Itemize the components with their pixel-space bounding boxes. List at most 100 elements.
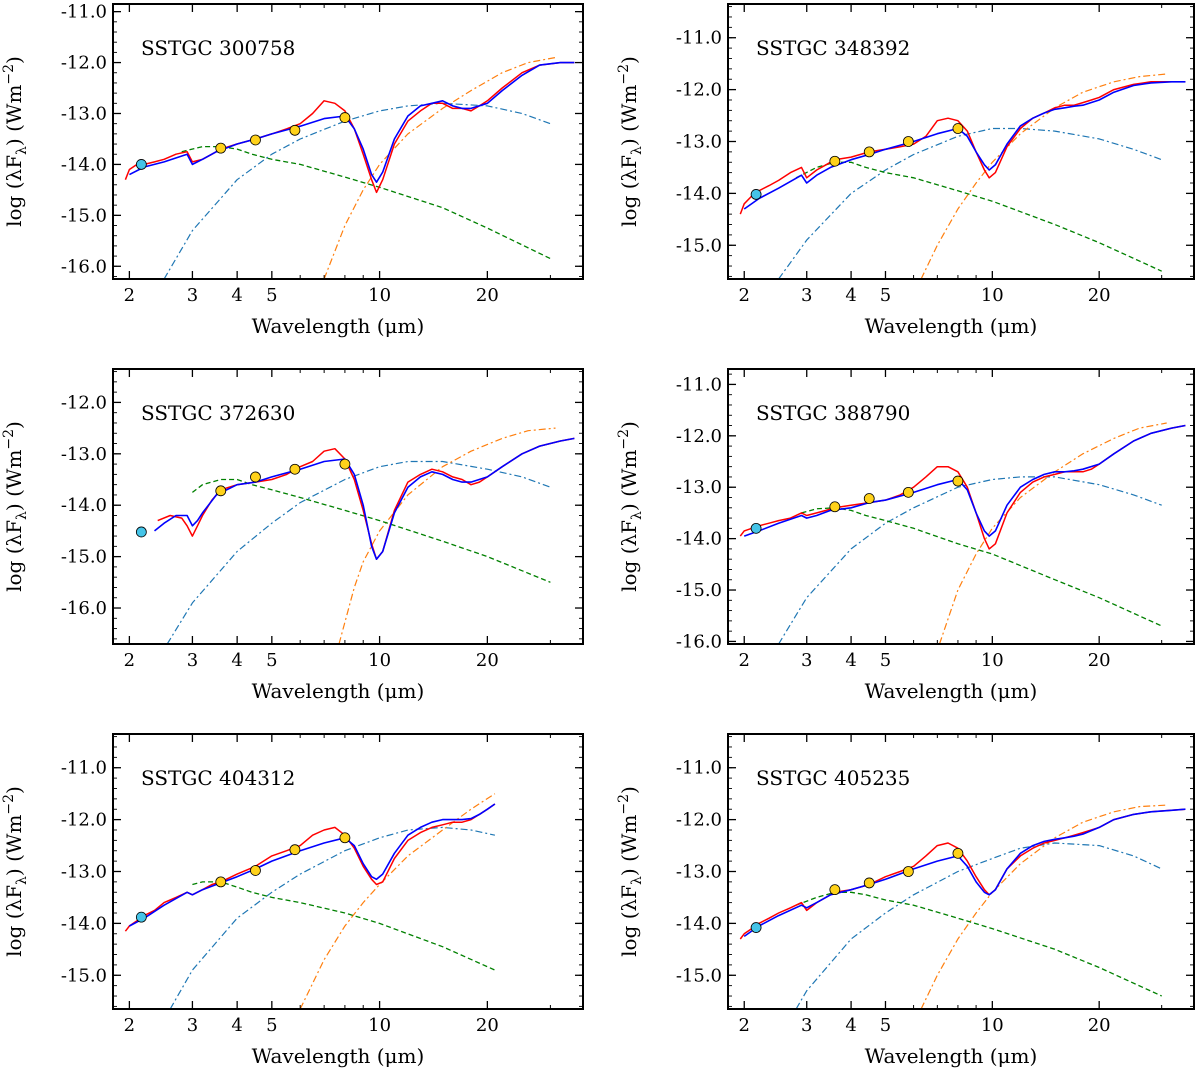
irac-photometry-point — [952, 123, 964, 134]
warm-series-line — [163, 102, 551, 279]
x-tick-label: 20 — [476, 650, 499, 671]
irac-photometry-point — [250, 865, 261, 876]
irac-photometry-point — [829, 155, 841, 167]
panel-title: SSTGC 405235 — [756, 766, 910, 790]
model-series-line — [743, 808, 1186, 938]
x-tick-label: 3 — [187, 1015, 198, 1036]
y-tick-label: -12.0 — [676, 80, 722, 101]
stellar-series-line — [192, 881, 496, 971]
near-ir-photometry-point — [750, 922, 762, 933]
near-ir-photometry-point — [135, 526, 147, 538]
stellar-series-line — [801, 507, 1162, 627]
x-tick-label: 10 — [368, 1015, 391, 1036]
y-tick-label: -14.0 — [61, 154, 107, 175]
cold-series-line — [920, 73, 1167, 279]
plot-area — [739, 804, 1186, 1009]
x-tick-label: 10 — [368, 650, 391, 671]
near-ir-photometry-point — [750, 522, 762, 534]
model-series-line — [129, 803, 496, 927]
panel-title: SSTGC 388790 — [756, 401, 910, 425]
y-tick-label: -11.0 — [61, 758, 107, 779]
model-series-line — [743, 424, 1186, 537]
y-tick-label: -15.0 — [676, 235, 722, 256]
near-ir-photometry-point — [135, 159, 147, 170]
irac-photometry-point — [289, 463, 301, 475]
warm-series-line — [778, 476, 1162, 644]
cold-series-line — [938, 422, 1167, 644]
y-tick-label: -16.0 — [61, 256, 107, 277]
irac-photometry-point — [902, 486, 914, 498]
y-tick-label: -16.0 — [61, 598, 107, 619]
irac-photometry-point — [250, 471, 261, 483]
y-axis-label: log (λFλ) (Wm−2) — [1, 421, 30, 592]
x-tick-label: 3 — [187, 650, 198, 671]
x-tick-label: 2 — [124, 285, 135, 306]
x-tick-label: 5 — [880, 1015, 891, 1036]
y-axis-label: log (λFλ) (Wm−2) — [1, 56, 30, 227]
irac-photometry-point — [863, 493, 875, 504]
cold-series-line — [299, 793, 496, 1009]
y-tick-label: -15.0 — [61, 965, 107, 986]
x-tick-label: 20 — [1088, 285, 1111, 306]
x-axis-label: Wavelength (μm) — [252, 1044, 425, 1068]
panel-title: SSTGC 348392 — [756, 36, 910, 60]
x-axis-label: Wavelength (μm) — [252, 679, 425, 703]
x-tick-label: 4 — [845, 285, 856, 306]
x-tick-label: 4 — [845, 650, 856, 671]
y-tick-label: -15.0 — [676, 965, 722, 986]
x-tick-label: 5 — [266, 650, 277, 671]
x-tick-label: 3 — [187, 285, 198, 306]
stellar-series-line — [192, 478, 551, 583]
y-tick-label: -12.0 — [61, 810, 107, 831]
y-tick-label: -14.0 — [676, 529, 722, 550]
observed-series-line — [739, 81, 1186, 215]
irac-photometry-point — [215, 876, 227, 888]
plot-area — [124, 56, 575, 279]
x-axis-label: Wavelength (μm) — [865, 679, 1038, 703]
model-series-line — [743, 81, 1186, 210]
y-tick-label: -14.0 — [61, 913, 107, 934]
y-tick-label: -13.0 — [61, 103, 107, 124]
irac-photometry-point — [952, 847, 964, 859]
x-tick-label: 4 — [231, 285, 242, 306]
y-tick-label: -12.0 — [61, 392, 107, 413]
x-tick-label: 2 — [124, 650, 135, 671]
observed-series-line — [124, 803, 496, 932]
x-tick-label: 20 — [476, 285, 499, 306]
irac-photometry-point — [829, 501, 841, 513]
x-tick-label: 5 — [266, 285, 277, 306]
axes-frame — [727, 368, 1195, 645]
cold-series-line — [920, 804, 1167, 1009]
panel-6: 2 3 4 5 10 20 -15.0 -14.0 -13.0 -12.0 -11.0 SSTGC 4… — [616, 733, 1195, 1068]
irac-photometry-point — [902, 136, 914, 147]
irac-photometry-point — [215, 485, 227, 497]
observed-series-line — [739, 424, 1186, 550]
plot-area — [739, 73, 1186, 279]
x-tick-label: 3 — [801, 285, 812, 306]
panel-title: SSTGC 372630 — [141, 401, 295, 425]
near-ir-photometry-point — [750, 189, 762, 200]
x-tick-label: 20 — [1088, 1015, 1111, 1036]
y-axis-label: log (λFλ) (Wm−2) — [616, 786, 645, 957]
irac-photometry-point — [339, 112, 351, 123]
y-tick-label: -13.0 — [676, 862, 722, 883]
x-axis-label: Wavelength (μm) — [865, 1044, 1038, 1068]
x-tick-label: 4 — [845, 1015, 856, 1036]
warm-series-line — [778, 127, 1162, 279]
y-tick-label: -12.0 — [676, 810, 722, 831]
y-tick-label: -11.0 — [676, 374, 722, 395]
model-series-line — [153, 437, 575, 560]
y-tick-label: -11.0 — [676, 28, 722, 49]
cold-series-line — [338, 427, 556, 644]
y-tick-label: -15.0 — [61, 547, 107, 568]
warm-series-line — [169, 826, 496, 1009]
model-series-line — [129, 61, 575, 183]
y-tick-label: -14.0 — [61, 495, 107, 516]
y-axis-label: log (λFλ) (Wm−2) — [616, 56, 645, 227]
x-tick-label: 2 — [739, 650, 750, 671]
y-tick-label: -14.0 — [676, 183, 722, 204]
plot-area — [739, 422, 1186, 644]
y-tick-label: -15.0 — [61, 205, 107, 226]
plot-area — [124, 793, 496, 1009]
